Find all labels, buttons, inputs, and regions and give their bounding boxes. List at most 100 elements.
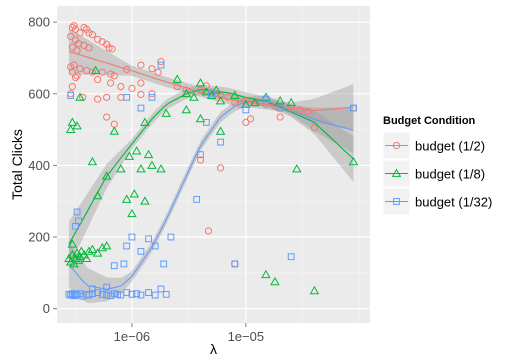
point-budget-1-32 — [162, 290, 170, 298]
point-budget-1-2 — [85, 29, 93, 37]
point-budget-1-8 — [292, 164, 302, 173]
x-tick-label: 1e−06 — [114, 329, 151, 344]
legend-marker-budget-1-32 — [393, 198, 400, 205]
legend-label-budget-1-2: budget (1/2) — [415, 139, 485, 154]
confidence-band-budget-1-8 — [68, 84, 354, 268]
point-budget-1-2 — [137, 61, 145, 69]
point-budget-1-2 — [148, 65, 156, 73]
point-budget-1-8 — [147, 160, 157, 169]
legend-marker-budget-1-2 — [392, 141, 401, 150]
point-budget-1-32 — [160, 260, 168, 268]
x-axis-title: λ — [210, 341, 217, 357]
point-budget-1-8 — [181, 104, 192, 114]
point-budget-1-8 — [181, 88, 192, 98]
point-budget-1-2 — [68, 68, 76, 76]
point-budget-1-32 — [123, 289, 131, 296]
point-budget-1-32 — [94, 289, 102, 296]
point-budget-1-32 — [242, 106, 250, 114]
point-budget-1-32 — [193, 196, 201, 203]
point-budget-1-2 — [242, 97, 250, 105]
point-budget-1-32 — [137, 291, 145, 299]
point-budget-1-8 — [87, 244, 98, 253]
point-budget-1-32 — [72, 290, 79, 298]
point-budget-1-2 — [137, 79, 145, 87]
plot-panel — [57, 6, 370, 323]
point-budget-1-2 — [262, 100, 270, 109]
point-budget-1-2 — [71, 74, 80, 82]
point-budget-1-2 — [196, 86, 205, 94]
point-budget-1-8 — [127, 208, 137, 218]
point-budget-1-2 — [304, 108, 312, 116]
point-budget-1-8 — [172, 74, 183, 83]
point-budget-1-2 — [296, 106, 304, 114]
point-budget-1-8 — [156, 164, 166, 173]
point-budget-1-8 — [72, 121, 82, 130]
point-budget-1-2 — [276, 113, 284, 121]
point-budget-1-2 — [216, 91, 225, 100]
point-budget-1-8 — [261, 269, 271, 279]
point-budget-1-32 — [110, 262, 118, 270]
point-budget-1-8 — [286, 97, 296, 107]
point-budget-1-2 — [128, 84, 136, 92]
point-budget-1-32 — [128, 290, 136, 298]
x-tick-label: 1e−05 — [228, 329, 265, 344]
point-budget-1-32 — [103, 283, 111, 291]
data-points — [64, 22, 359, 300]
point-budget-1-2 — [94, 75, 102, 84]
point-budget-1-2 — [271, 102, 279, 110]
point-budget-1-2 — [94, 95, 102, 103]
point-budget-1-8 — [67, 117, 78, 126]
y-tick-label: 200 — [28, 230, 50, 245]
point-budget-1-8 — [101, 241, 112, 250]
point-budget-1-32 — [151, 291, 159, 299]
point-budget-1-2 — [157, 57, 165, 66]
point-budget-1-32 — [85, 291, 93, 299]
point-budget-1-32 — [98, 290, 106, 298]
point-budget-1-32 — [208, 90, 215, 98]
point-budget-1-32 — [107, 292, 114, 300]
point-budget-1-8 — [81, 253, 92, 262]
y-tick-label: 600 — [28, 86, 50, 101]
point-budget-1-8 — [129, 189, 140, 198]
point-budget-1-32 — [287, 253, 295, 261]
point-budget-1-8 — [140, 196, 150, 205]
point-budget-1-2 — [76, 29, 84, 37]
legend-label-budget-1-8: budget (1/8) — [415, 167, 485, 182]
point-budget-1-2 — [246, 115, 255, 123]
point-budget-1-32 — [128, 233, 136, 241]
point-budget-1-8 — [90, 65, 101, 74]
point-budget-1-2 — [117, 82, 125, 91]
point-budget-1-2 — [148, 90, 156, 98]
point-budget-1-8 — [206, 90, 217, 99]
point-budget-1-2 — [73, 47, 81, 55]
point-budget-1-2 — [71, 25, 80, 33]
point-budget-1-8 — [195, 113, 206, 123]
point-budget-1-32 — [110, 290, 118, 298]
point-budget-1-32 — [89, 285, 96, 293]
point-budget-1-8 — [131, 146, 142, 155]
point-budget-1-32 — [276, 104, 284, 112]
point-budget-1-2 — [123, 65, 131, 74]
point-budget-1-32 — [123, 93, 131, 101]
point-budget-1-32 — [197, 151, 204, 159]
point-budget-1-2 — [88, 68, 97, 76]
point-budget-1-2 — [68, 43, 76, 51]
point-budget-1-8 — [215, 96, 226, 105]
point-budget-1-32 — [262, 95, 270, 103]
point-budget-1-32 — [157, 285, 165, 293]
point-budget-1-32 — [137, 104, 145, 112]
point-budget-1-2 — [73, 72, 81, 80]
point-budget-1-32 — [67, 92, 75, 99]
point-budget-1-2 — [103, 40, 111, 48]
point-budget-1-2 — [287, 104, 295, 112]
point-budget-1-2 — [216, 164, 225, 172]
point-budget-1-8 — [261, 92, 271, 101]
point-budget-1-2 — [106, 79, 115, 87]
point-budget-1-2 — [82, 25, 91, 33]
point-budget-1-8 — [189, 92, 199, 101]
point-budget-1-2 — [108, 45, 116, 53]
point-budget-1-2 — [173, 82, 181, 91]
point-budget-1-2 — [242, 118, 250, 127]
legend-item-budget-1-32: budget (1/32) — [382, 187, 492, 216]
